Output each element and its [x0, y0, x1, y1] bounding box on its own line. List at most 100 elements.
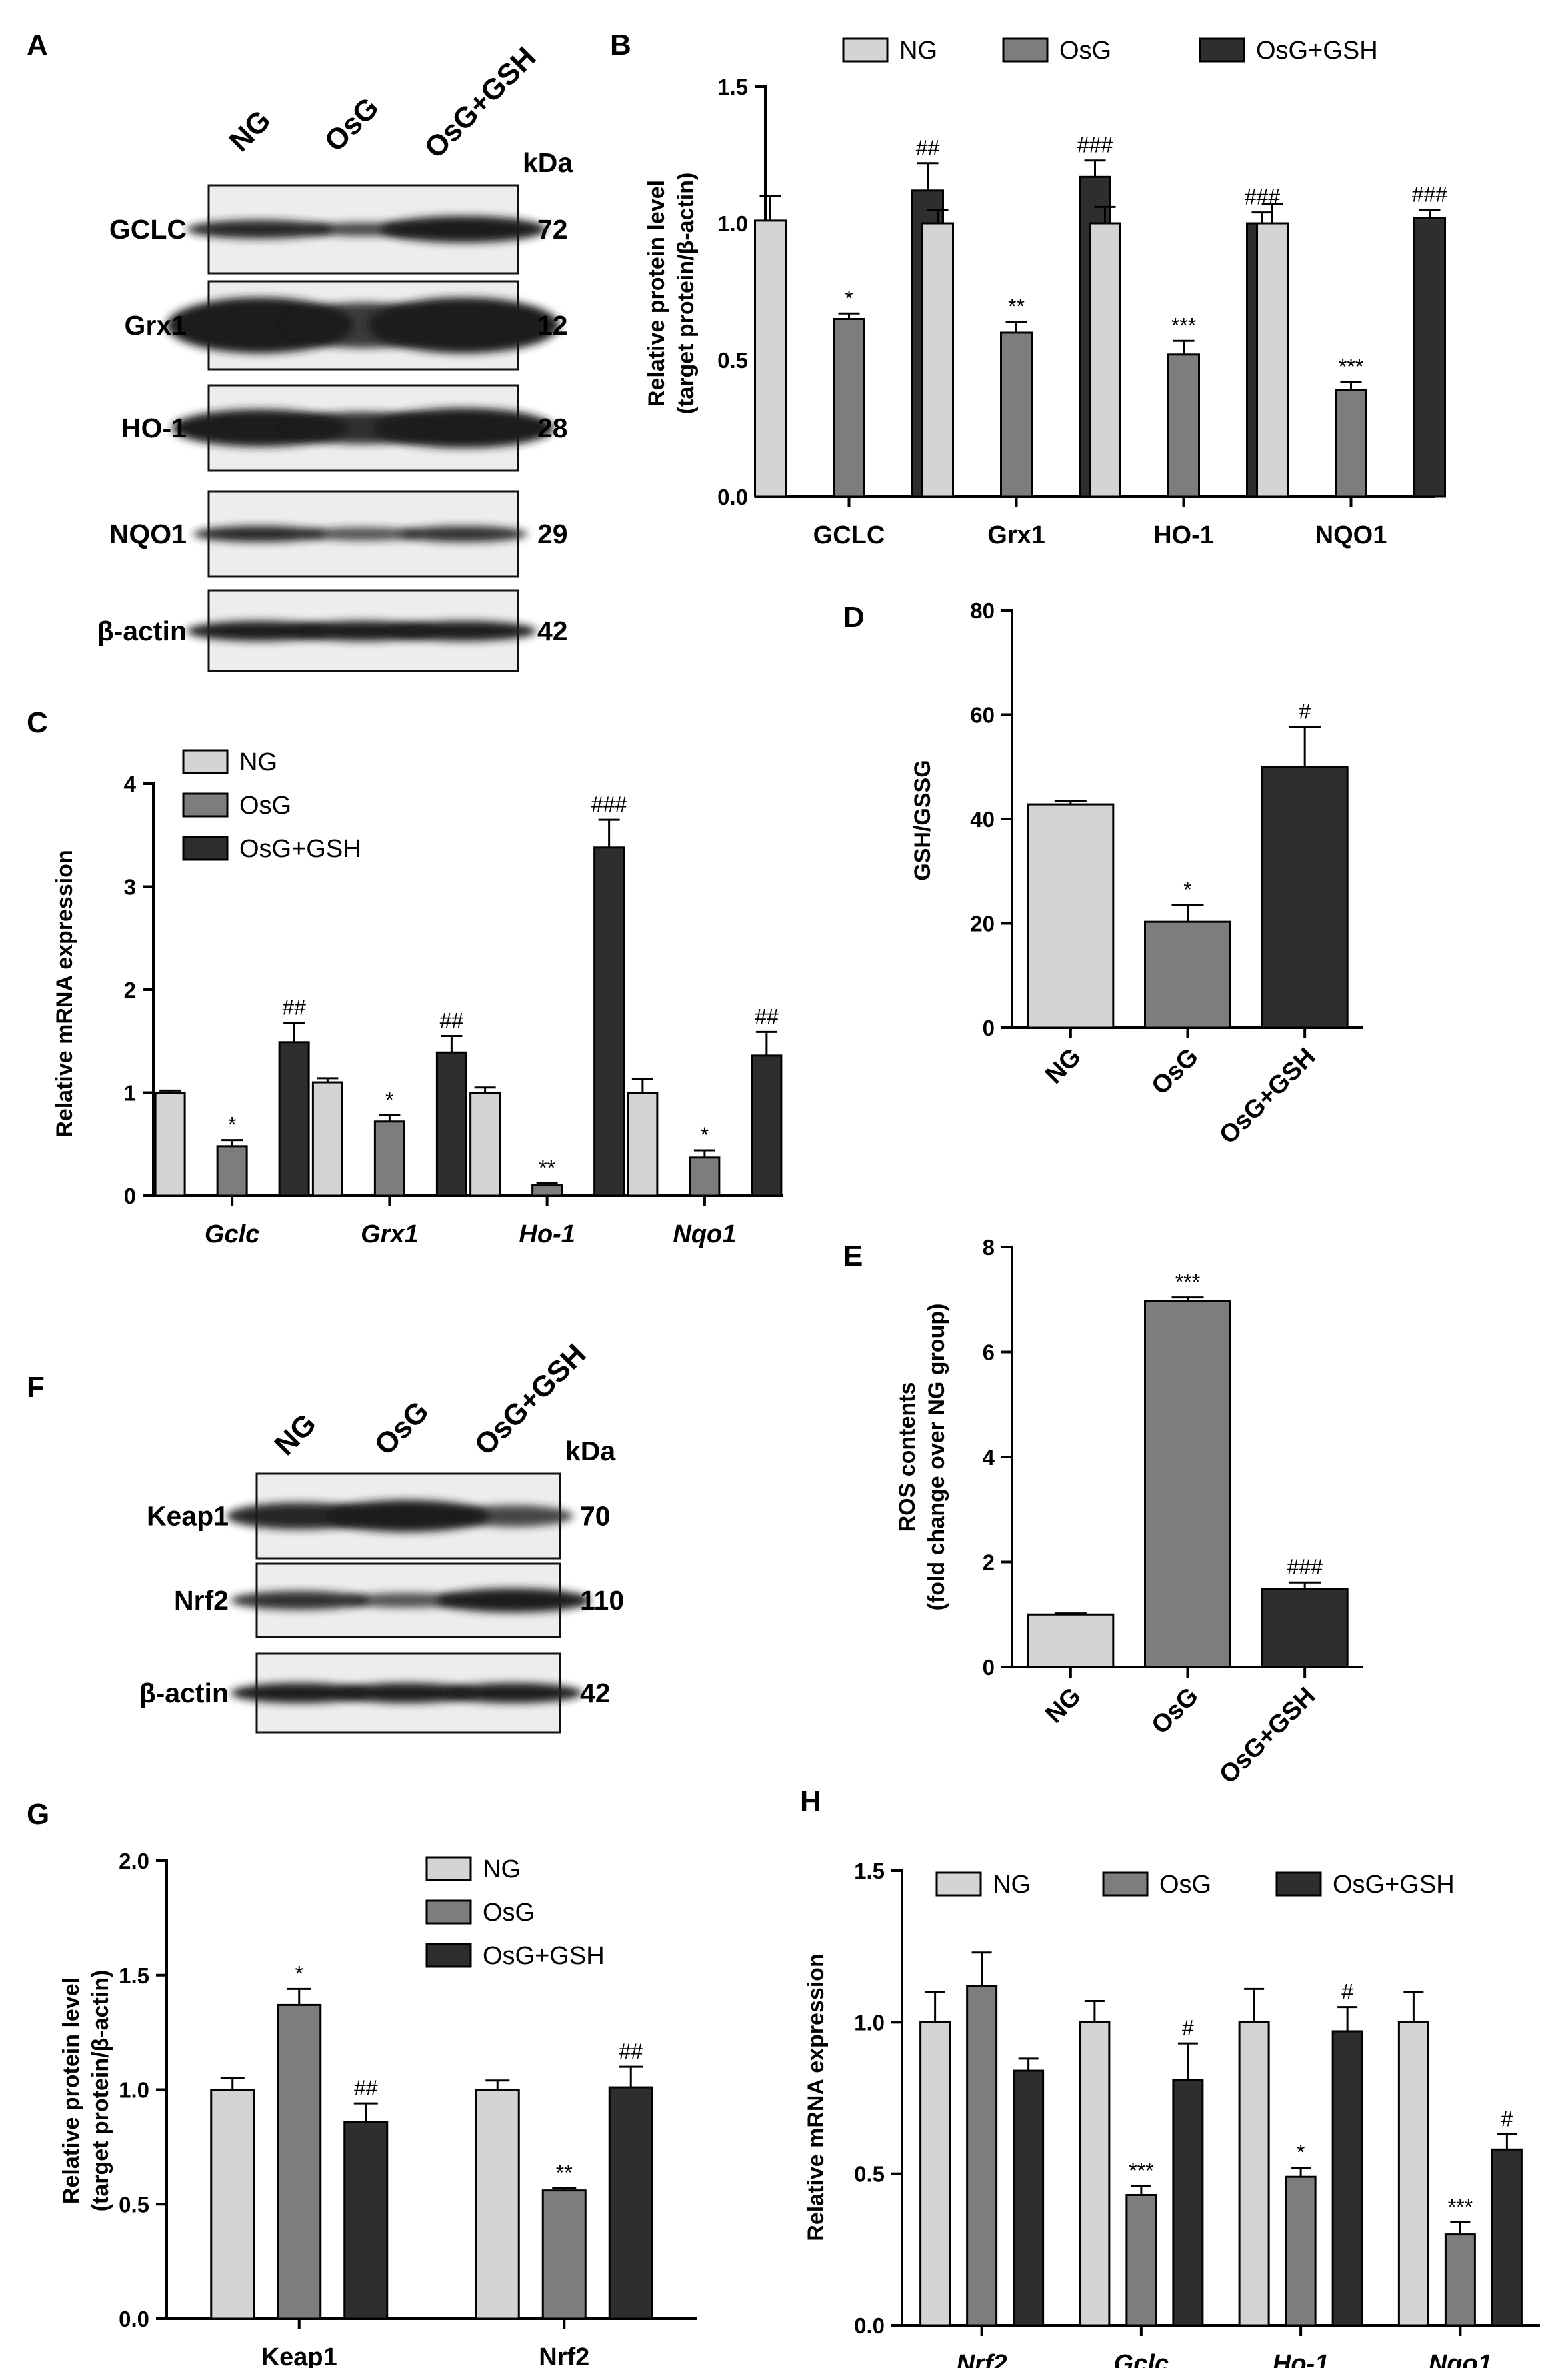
lane-label-osg: OsG — [368, 1395, 435, 1462]
bar-osg — [1144, 1300, 1231, 1668]
y-tick-label: 1.0 — [119, 2078, 149, 2103]
legend-swatch-ng — [182, 749, 229, 774]
legend-label-ng: NG — [483, 1855, 521, 1883]
panel-g-chart: G 0.0 0.5 1.0 1.5 2.0 Relative protein level (t… — [27, 1798, 697, 2368]
significance-mark: *** — [1129, 2159, 1153, 2183]
x-category-nqo1: NQO1 — [1315, 521, 1387, 549]
legend-swatch-osg — [425, 1899, 472, 1925]
bar-ho-1-ng — [1089, 222, 1121, 498]
x-category-grx1: Grx1 — [361, 1220, 419, 1248]
kda-value-keap1: 70 — [580, 1501, 611, 1532]
bar-nrf2-osg — [966, 1985, 998, 2327]
legend-label-osg-gsh: OsG+GSH — [239, 835, 361, 863]
bar-nrf2-ng — [919, 2021, 951, 2327]
significance-mark: # — [1182, 2016, 1194, 2040]
significance-mark: # — [1501, 2107, 1513, 2131]
significance-mark: ## — [619, 2039, 643, 2063]
band-actin-ng — [231, 1683, 369, 1703]
x-category-nrf2: Nrf2 — [957, 2350, 1007, 2368]
bar-grx1-ng — [921, 222, 954, 498]
band-actin-osg-gsh — [444, 1683, 583, 1703]
y-tick-label: 3 — [124, 875, 136, 900]
significance-mark: ### — [1245, 185, 1281, 209]
y-axis-label: (fold change over NG group) — [924, 1304, 949, 1611]
legend-label-ng: NG — [899, 37, 937, 65]
kda-value-grx1: 12 — [537, 310, 568, 341]
y-tick-label: 0 — [983, 1655, 995, 1680]
bar-nqo1-ng — [1256, 222, 1289, 498]
band-nrf2-ng — [231, 1591, 369, 1610]
bar-ng — [1027, 1613, 1115, 1668]
significance-mark: ## — [755, 1004, 779, 1028]
kda-value-nrf2: 110 — [580, 1585, 624, 1616]
y-tick-label: 2 — [124, 978, 136, 1002]
y-tick-label: 6 — [983, 1340, 995, 1365]
y-axis-label: Relative mRNA expression — [803, 1953, 829, 2241]
panel-label: A — [27, 29, 48, 61]
legend-label-osg-gsh: OsG+GSH — [1333, 1871, 1455, 1899]
kda-value-nqo1: 29 — [537, 519, 568, 549]
bar-gclc-osg-gsh — [278, 1041, 310, 1197]
y-tick-label: 1.5 — [119, 1963, 149, 1988]
significance-mark: # — [1299, 699, 1311, 723]
y-tick-label: 1.0 — [854, 2010, 885, 2035]
kda-header: kDa — [523, 147, 573, 178]
panel-e-chart: E 0 2 4 6 8 ROS contents (fold change over NG g… — [843, 1235, 1363, 1789]
x-category-ng: NG — [1040, 1682, 1087, 1729]
lane-label-ng: NG — [268, 1408, 322, 1462]
bar-grx1-osg-gsh — [435, 1051, 467, 1197]
panel-label: G — [27, 1798, 49, 1831]
bar-gclc-osg — [1125, 2193, 1157, 2327]
band-ho-1-osg-gsh — [373, 408, 554, 448]
y-tick-label: 1.5 — [717, 75, 748, 99]
bar-nrf2-osg-gsh — [1013, 2069, 1045, 2327]
lane-label-ng: NG — [223, 104, 277, 158]
panel-d-chart: D 0 20 40 60 80 GSH/GSSG NG * OsG # OsG+GSH — [843, 598, 1363, 1150]
significance-mark: ### — [591, 792, 627, 816]
x-category-nqo1: Nqo1 — [1429, 2350, 1492, 2368]
y-axis-label: Relative protein level — [644, 180, 669, 407]
significance-mark: * — [385, 1088, 393, 1112]
panel-label: C — [27, 706, 48, 739]
y-tick-label: 40 — [970, 807, 995, 832]
bar-keap1-osg — [277, 2003, 322, 2320]
significance-mark: ** — [539, 1156, 555, 1180]
bar-ho-1-osg-gsh — [1331, 2030, 1363, 2327]
bar-nqo1-osg-gsh — [1491, 2148, 1523, 2327]
significance-mark: * — [228, 1113, 236, 1137]
bar-ho-1-osg — [1167, 353, 1200, 498]
x-category-osg-gsh: OsG+GSH — [1214, 1682, 1321, 1789]
x-category-grx1: Grx1 — [987, 521, 1045, 549]
legend-swatch-osg-gsh — [1275, 1871, 1322, 1897]
bar-nqo1-ng — [1397, 2021, 1429, 2327]
panel-c-chart: C 0 1 2 3 4 Relative mRNA expression * ## Gclc * ##… — [27, 706, 783, 1248]
x-category-osg-gsh: OsG+GSH — [1214, 1043, 1321, 1150]
bar-nqo1-osg-gsh — [751, 1054, 783, 1197]
kda-value-actin: 42 — [537, 616, 568, 646]
bar-grx1-ng — [311, 1081, 343, 1197]
kda-header: kDa — [565, 1436, 616, 1466]
bar-nqo1-ng — [627, 1092, 659, 1197]
band-gclc-ng — [187, 220, 333, 239]
bar-ho-1-ng — [469, 1092, 501, 1197]
bar-nqo1-osg — [1335, 389, 1367, 498]
y-tick-label: 4 — [124, 772, 137, 796]
y-tick-label: 8 — [983, 1235, 995, 1260]
bar-ho-1-osg-gsh — [593, 846, 625, 1197]
legend-label-ng: NG — [993, 1871, 1031, 1899]
bar-nqo1-osg — [1444, 2233, 1476, 2327]
x-category-nrf2: Nrf2 — [539, 2343, 589, 2368]
bar-ho-1-osg — [531, 1184, 563, 1197]
significance-mark: ### — [1077, 133, 1113, 157]
bar-grx1-osg — [373, 1120, 405, 1197]
y-tick-label: 2 — [983, 1550, 995, 1575]
legend-swatch-osg-gsh — [182, 836, 229, 861]
lane-label-osg-gsh: OsG+GSH — [418, 41, 542, 165]
legend-label-ng: NG — [239, 748, 277, 776]
band-nqo1-osg-gsh — [399, 526, 527, 542]
y-tick-label: 4 — [983, 1445, 995, 1470]
y-axis-label: ROS contents — [895, 1382, 920, 1532]
y-axis-label: Relative mRNA expression — [52, 850, 77, 1137]
significance-mark: *** — [1339, 355, 1363, 379]
